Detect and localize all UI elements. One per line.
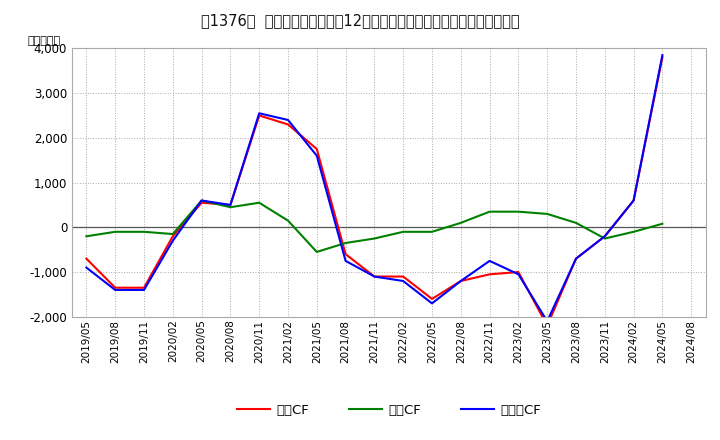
Text: （百万円）: （百万円） <box>27 36 60 46</box>
Line: フリーCF: フリーCF <box>86 55 662 321</box>
営業CF <box>82 256 91 261</box>
フリーCF <box>514 271 523 277</box>
営業CF <box>428 296 436 301</box>
投資CF <box>255 200 264 205</box>
営業CF <box>312 147 321 152</box>
フリーCF <box>658 52 667 58</box>
フリーCF <box>399 279 408 284</box>
営業CF <box>341 252 350 257</box>
Line: 投資CF: 投資CF <box>86 201 662 252</box>
営業CF <box>485 271 494 277</box>
営業CF <box>284 122 292 127</box>
営業CF <box>255 113 264 118</box>
投資CF <box>168 231 177 237</box>
投資CF <box>140 229 148 235</box>
フリーCF <box>600 234 609 239</box>
フリーCF <box>197 198 206 203</box>
投資CF <box>658 221 667 227</box>
投資CF <box>226 205 235 210</box>
投資CF <box>82 234 91 239</box>
Text: ［1376］  キャッシュフローの12か月移動合計の対前年同期増減額の推移: ［1376］ キャッシュフローの12か月移動合計の対前年同期増減額の推移 <box>201 13 519 28</box>
フリーCF <box>456 279 465 284</box>
営業CF <box>600 234 609 239</box>
フリーCF <box>428 301 436 306</box>
投資CF <box>111 229 120 235</box>
フリーCF <box>370 274 379 279</box>
投資CF <box>312 249 321 255</box>
投資CF <box>456 220 465 225</box>
営業CF <box>399 274 408 279</box>
投資CF <box>399 229 408 235</box>
フリーCF <box>341 258 350 264</box>
投資CF <box>572 220 580 225</box>
フリーCF <box>312 153 321 158</box>
営業CF <box>456 279 465 284</box>
フリーCF <box>543 319 552 324</box>
営業CF <box>370 274 379 279</box>
投資CF <box>485 209 494 214</box>
Legend: 営業CF, 投資CF, フリーCF: 営業CF, 投資CF, フリーCF <box>231 399 546 422</box>
営業CF <box>658 55 667 60</box>
フリーCF <box>226 202 235 208</box>
投資CF <box>197 198 206 203</box>
投資CF <box>543 211 552 216</box>
フリーCF <box>485 258 494 264</box>
営業CF <box>226 202 235 208</box>
フリーCF <box>82 265 91 270</box>
営業CF <box>572 256 580 261</box>
投資CF <box>284 218 292 223</box>
営業CF <box>168 234 177 239</box>
投資CF <box>428 229 436 235</box>
フリーCF <box>111 287 120 293</box>
営業CF <box>629 198 638 203</box>
フリーCF <box>255 110 264 116</box>
フリーCF <box>168 238 177 243</box>
Line: 営業CF: 営業CF <box>86 57 662 326</box>
営業CF <box>514 269 523 275</box>
フリーCF <box>629 198 638 203</box>
投資CF <box>514 209 523 214</box>
営業CF <box>140 285 148 290</box>
営業CF <box>111 285 120 290</box>
フリーCF <box>284 117 292 123</box>
投資CF <box>629 229 638 235</box>
投資CF <box>370 236 379 241</box>
投資CF <box>341 240 350 246</box>
フリーCF <box>572 256 580 261</box>
営業CF <box>197 200 206 205</box>
投資CF <box>600 236 609 241</box>
フリーCF <box>140 287 148 293</box>
営業CF <box>543 323 552 328</box>
